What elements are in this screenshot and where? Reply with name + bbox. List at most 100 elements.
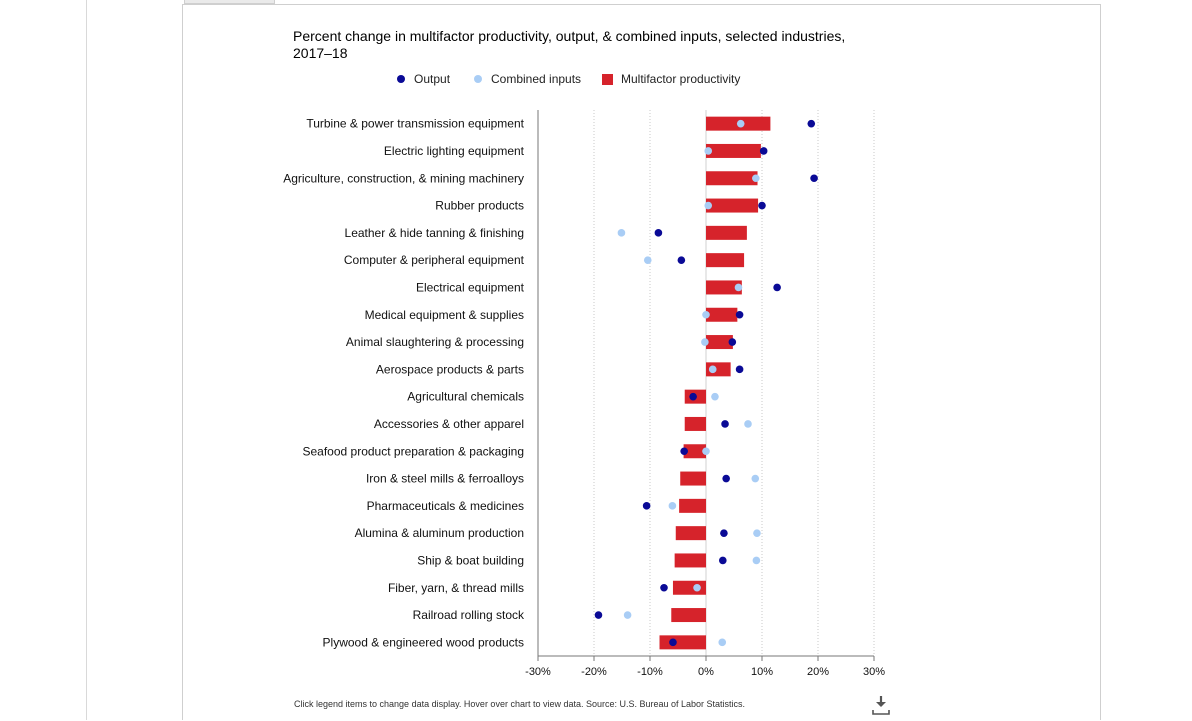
x-tick-label: -10% <box>637 666 663 678</box>
mfp-bar[interactable] <box>675 526 706 541</box>
combined-inputs-point[interactable] <box>702 310 710 319</box>
output-point[interactable] <box>807 119 816 128</box>
category-label: Animal slaughtering & processing <box>346 335 524 349</box>
mfp-bar[interactable] <box>679 498 706 513</box>
legend-item-multifactor-productivity[interactable]: Multifactor productivity <box>602 70 740 88</box>
output-point[interactable] <box>677 256 686 264</box>
category-label: Pharmaceuticals & medicines <box>367 499 524 513</box>
category-label: Electric lighting equipment <box>384 144 525 158</box>
combined-inputs-point[interactable] <box>751 474 760 483</box>
output-point[interactable] <box>728 338 737 346</box>
combined-inputs-point[interactable] <box>736 119 745 128</box>
x-tick-label: 10% <box>751 666 773 678</box>
mfp-bar[interactable] <box>659 635 706 650</box>
category-label: Agricultural chemicals <box>407 390 524 404</box>
x-tick-label: -30% <box>525 666 551 678</box>
mfp-bar[interactable] <box>706 198 759 213</box>
category-label: Leather & hide tanning & finishing <box>345 226 524 240</box>
combined-inputs-point[interactable] <box>752 556 761 565</box>
mfp-bar[interactable] <box>680 471 706 486</box>
output-point[interactable] <box>810 174 818 183</box>
legend-mfp-marker <box>602 73 613 85</box>
category-label: Accessories & other apparel <box>374 417 524 431</box>
mfp-bar[interactable] <box>672 580 706 595</box>
x-tick-label: 0% <box>698 666 714 678</box>
category-label: Agriculture, construction, & mining mach… <box>283 171 524 185</box>
output-point[interactable] <box>594 611 603 619</box>
mfp-bar[interactable] <box>706 143 761 158</box>
combined-inputs-point[interactable] <box>693 583 701 592</box>
x-tick-label: 30% <box>863 666 885 678</box>
combined-inputs-point[interactable] <box>753 529 761 537</box>
legend-mfp-label: Multifactor productivity <box>621 72 741 86</box>
output-point[interactable] <box>719 556 727 565</box>
legend-output-marker <box>397 75 405 83</box>
x-tick-label: -20% <box>581 666 607 678</box>
mfp-bar[interactable] <box>706 335 733 350</box>
mfp-bar[interactable] <box>706 280 742 295</box>
mfp-bar[interactable] <box>706 253 745 268</box>
mfp-bar[interactable] <box>683 444 706 459</box>
category-label: Rubber products <box>435 199 524 213</box>
combined-inputs-point[interactable] <box>701 338 709 346</box>
chart-legend: Output Combined inputs Multifactor produ… <box>0 70 1192 88</box>
legend-output-label: Output <box>414 72 451 86</box>
combined-inputs-point[interactable] <box>702 447 710 456</box>
combined-inputs-point[interactable] <box>617 229 626 237</box>
category-label: Iron & steel mills & ferroalloys <box>366 472 524 486</box>
mfp-bar[interactable] <box>706 307 738 322</box>
output-point[interactable] <box>654 229 663 237</box>
category-label: Alumina & aluminum production <box>355 526 524 540</box>
category-label: Plywood & engineered wood products <box>323 635 524 649</box>
category-label: Ship & boat building <box>417 553 524 567</box>
output-point[interactable] <box>758 201 766 210</box>
mfp-bar[interactable] <box>674 553 706 568</box>
mfp-bar[interactable] <box>684 416 706 431</box>
output-point[interactable] <box>660 583 668 592</box>
mfp-bar[interactable] <box>706 225 747 240</box>
category-label: Railroad rolling stock <box>413 608 525 622</box>
output-point[interactable] <box>735 310 744 319</box>
category-label: Fiber, yarn, & thread mills <box>388 581 524 595</box>
combined-inputs-point[interactable] <box>643 256 652 264</box>
combined-inputs-point[interactable] <box>668 502 677 510</box>
legend-item-combined-inputs[interactable]: Combined inputs <box>474 70 581 88</box>
mfp-bar[interactable] <box>706 171 758 186</box>
download-icon[interactable] <box>870 694 892 716</box>
legend-inputs-label: Combined inputs <box>491 72 582 86</box>
combined-inputs-point[interactable] <box>704 201 713 210</box>
tab-stub[interactable] <box>184 0 275 4</box>
category-label: Turbine & power transmission equipment <box>306 117 524 131</box>
output-point[interactable] <box>773 283 781 292</box>
x-tick-label: 20% <box>807 666 829 678</box>
legend-inputs-marker <box>474 75 482 83</box>
category-label: Electrical equipment <box>416 280 525 294</box>
output-point[interactable] <box>642 502 651 510</box>
output-point[interactable] <box>722 474 730 483</box>
combined-inputs-point[interactable] <box>718 638 727 647</box>
output-point[interactable] <box>680 447 688 456</box>
output-point[interactable] <box>689 392 697 401</box>
combined-inputs-point[interactable] <box>752 174 760 183</box>
page-frame-left <box>86 0 87 720</box>
output-point[interactable] <box>759 147 768 155</box>
category-label: Medical equipment & supplies <box>365 308 524 322</box>
category-label: Aerospace products & parts <box>376 362 524 376</box>
chart-footer: Click legend items to change data displa… <box>294 699 746 709</box>
combined-inputs-point[interactable] <box>623 611 632 619</box>
output-point[interactable] <box>669 638 677 647</box>
combined-inputs-point[interactable] <box>744 420 752 428</box>
output-point[interactable] <box>721 420 729 428</box>
category-label: Computer & peripheral equipment <box>344 253 525 267</box>
output-point[interactable] <box>735 365 744 374</box>
combined-inputs-point[interactable] <box>704 147 713 155</box>
output-point[interactable] <box>720 529 728 537</box>
category-label: Seafood product preparation & packaging <box>303 444 525 458</box>
combined-inputs-point[interactable] <box>734 283 743 292</box>
combined-inputs-point[interactable] <box>708 365 717 374</box>
legend-item-output[interactable]: Output <box>397 70 450 88</box>
mfp-bar[interactable] <box>671 608 706 623</box>
combined-inputs-point[interactable] <box>711 392 719 401</box>
chart-panel <box>182 4 1101 720</box>
